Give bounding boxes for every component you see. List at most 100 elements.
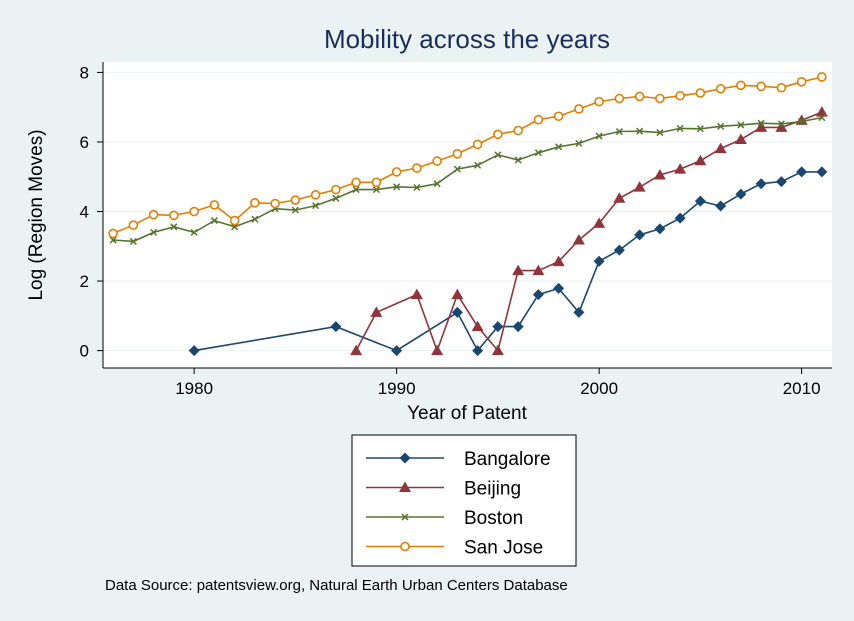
san-jose-point: [776, 82, 787, 93]
axes: [102, 62, 832, 369]
beijing-point: [674, 163, 687, 174]
legend: Bangalore Beijing Boston San Jose: [351, 434, 577, 567]
beijing-point: [593, 217, 606, 228]
boston-point: [656, 129, 664, 137]
boston-point: [777, 120, 785, 128]
data-source-note: Data Source: patentsview.org, Natural Ea…: [105, 577, 568, 594]
legend-marker: [401, 513, 409, 521]
beijing-point: [471, 320, 484, 332]
san-jose-point: [695, 88, 706, 98]
boston-point: [636, 127, 644, 135]
boston-point: [150, 228, 158, 236]
boston-point: [818, 114, 826, 122]
san-jose-point: [452, 149, 463, 159]
san-jose-point: [432, 156, 442, 166]
beijing-point: [653, 169, 666, 180]
san-jose-point: [331, 184, 341, 195]
boston-point: [190, 228, 198, 236]
san-jose-point: [290, 195, 301, 205]
san-jose-point: [533, 114, 544, 125]
legend-item-san-jose: San Jose: [366, 538, 543, 559]
legend-label: Bangalore: [464, 449, 551, 470]
boston-point: [737, 121, 745, 129]
y-tick-label: 0: [80, 342, 89, 361]
x-tick-label: 2010: [783, 379, 821, 398]
beijing-point: [714, 142, 727, 154]
boston-point: [372, 186, 380, 194]
bangalore-point: [674, 212, 686, 224]
boston-point: [757, 119, 765, 127]
bangalore-point: [330, 321, 342, 333]
legend-marker: [399, 481, 411, 492]
beijing-point: [431, 344, 444, 356]
x-tick-label: 2000: [580, 379, 618, 398]
san-jose-point: [817, 72, 827, 82]
san-jose-point: [412, 163, 422, 173]
bangalore-point: [654, 223, 666, 235]
legend-item-boston: Boston: [366, 508, 523, 529]
series-boston: [109, 114, 826, 245]
series-san-jose: [108, 72, 827, 239]
san-jose-point: [189, 206, 199, 217]
boston-point: [109, 236, 117, 244]
beijing-point: [734, 133, 747, 145]
boston-point: [696, 125, 704, 133]
bangalore-point: [573, 306, 585, 318]
san-jose-point: [472, 139, 483, 150]
san-jose-point: [371, 177, 382, 188]
beijing-point: [532, 264, 545, 276]
bangalore-point: [775, 176, 787, 188]
san-jose-point: [736, 80, 746, 91]
boston-point: [453, 165, 461, 173]
san-jose-point: [796, 77, 807, 87]
san-jose-point: [270, 198, 280, 209]
legend-marker: [399, 452, 411, 464]
san-jose-point: [391, 167, 402, 177]
beijing-point: [512, 264, 525, 276]
san-jose-point: [250, 198, 260, 208]
san-jose-point: [634, 91, 645, 102]
san-jose-point: [594, 96, 604, 107]
boston-point: [352, 186, 360, 194]
bangalore-point: [451, 306, 463, 318]
legend-marker: [400, 541, 410, 552]
x-tick-label: 1990: [378, 379, 416, 398]
bangalore-point: [472, 345, 484, 357]
boston-line: [113, 116, 823, 243]
boston-point: [575, 139, 583, 147]
boston-point: [676, 124, 684, 132]
san-jose-point: [614, 93, 625, 104]
san-jose-point: [493, 129, 503, 140]
boston-point: [312, 202, 320, 210]
boston-point: [413, 183, 421, 192]
boston-point: [129, 237, 137, 245]
san-jose-point: [553, 111, 564, 122]
beijing-point: [613, 192, 626, 203]
ticks: 0 2 4 6 8 1980 1990 2000 2010: [80, 63, 821, 398]
beijing-point: [755, 121, 768, 132]
boston-point: [798, 117, 806, 125]
beijing-point: [451, 288, 464, 300]
bangalore-point: [816, 166, 828, 178]
grid-lines: [103, 71, 832, 352]
bangalore-point: [715, 200, 727, 212]
bangalore-point: [188, 345, 200, 357]
bangalore-point: [735, 188, 747, 200]
series-bangalore: [188, 166, 828, 357]
bangalore-point: [755, 178, 767, 190]
series-beijing: [350, 106, 828, 356]
boston-point: [291, 206, 299, 214]
x-axis-title: Year of Patent: [407, 403, 527, 424]
san-jose-point: [148, 209, 159, 220]
san-jose-point: [108, 228, 118, 239]
san-jose-point: [574, 104, 584, 114]
beijing-point: [410, 288, 423, 300]
beijing-point: [572, 234, 585, 245]
boston-point: [555, 143, 563, 151]
san-jose-point: [209, 200, 220, 210]
beijing-point: [775, 121, 788, 132]
san-jose-point: [675, 90, 685, 101]
boston-point: [494, 151, 502, 159]
bangalore-point: [391, 345, 403, 357]
